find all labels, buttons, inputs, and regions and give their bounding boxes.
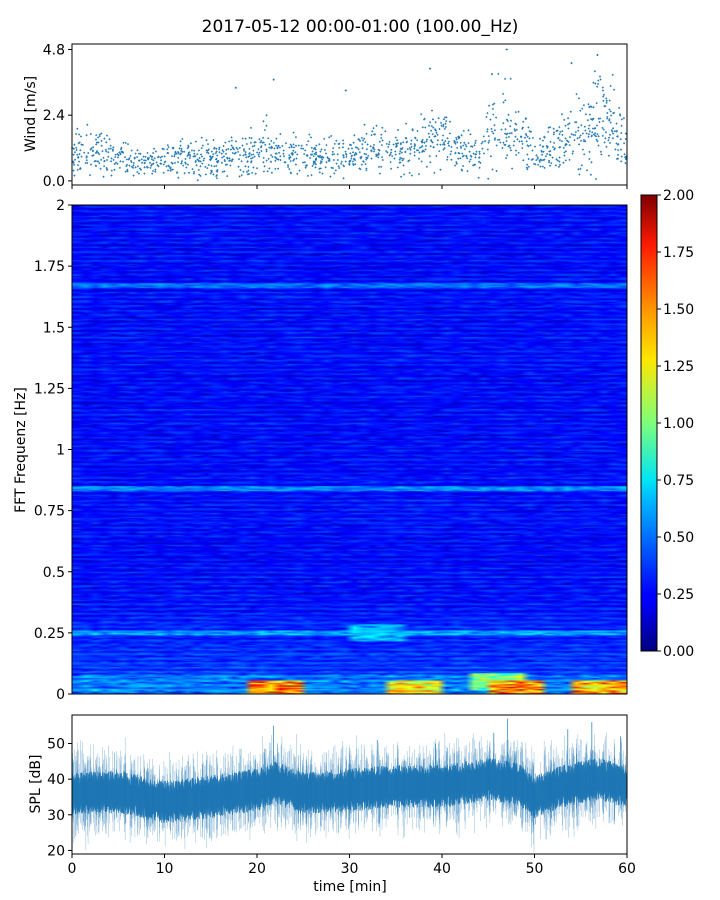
- spectrogram-ylabel: FFT Frequenz [Hz]: [13, 387, 29, 513]
- wind-panel: 0.0 2.4 4.8 Wind [m/s]: [23, 42, 628, 190]
- spl-ytick-label: 20: [47, 843, 65, 859]
- wind-ytick-label: 0.0: [43, 174, 65, 190]
- colorbar-tick-label: 1.00: [663, 416, 694, 432]
- wind-peak-point: [272, 78, 275, 81]
- colorbar-gradient: [640, 194, 658, 652]
- wind-y-ticks: 0.0 2.4 4.8: [43, 42, 72, 190]
- wind-peak-point: [505, 48, 508, 51]
- spl-xtick-label: 30: [341, 861, 359, 877]
- spectrogram-ytick-label: 2: [56, 198, 65, 214]
- spl-xtick-label: 60: [618, 861, 636, 877]
- colorbar-tick-label: 1.50: [663, 302, 694, 318]
- wind-peak-point: [570, 62, 573, 65]
- wind-points: [71, 70, 628, 182]
- spl-panel: 20 30 40 50 0 10 20 30 40 50 60 SPL [dB] time [mi…: [28, 714, 636, 895]
- spectrogram-ytick-label: 0.25: [34, 626, 65, 642]
- spl-series: [71, 718, 628, 853]
- spl-xtick-label: 50: [526, 861, 544, 877]
- spectrogram-ytick-label: 1: [56, 443, 65, 459]
- spl-xlabel: time [min]: [313, 879, 386, 895]
- spl-xtick-label: 10: [156, 861, 174, 877]
- spectrogram-ytick-label: 0.5: [43, 565, 65, 581]
- wind-scatter-series: [71, 48, 628, 182]
- wind-ytick-label: 2.4: [43, 108, 65, 124]
- spectrogram-y-ticks: 0 0.25 0.5 0.75 1 1.25 1.5 1.75 2: [34, 198, 72, 703]
- spl-xtick-label: 20: [248, 861, 266, 877]
- wind-peak-point: [596, 53, 599, 56]
- spectrogram-ytick-label: 1.75: [34, 259, 65, 275]
- wind-ylabel: Wind [m/s]: [23, 76, 39, 152]
- spl-x-ticks: 0 10 20 30 40 50 60: [68, 854, 636, 877]
- spl-xtick-label: 40: [433, 861, 451, 877]
- colorbar-tick-label: 1.75: [663, 245, 694, 261]
- wind-ytick-label: 4.8: [43, 42, 65, 58]
- spectrogram-ytick-label: 1.5: [43, 320, 65, 336]
- colorbar: 0.00 0.25 0.50 0.75 1.00 1.25 1.50 1.75 2.00: [640, 188, 694, 660]
- colorbar-tick-label: 0.50: [663, 530, 694, 546]
- colorbar-tick-label: 0.25: [663, 587, 694, 603]
- colorbar-tick-label: 0.75: [663, 473, 694, 489]
- wind-peak-point: [428, 67, 431, 70]
- spl-ytick-label: 30: [47, 808, 65, 824]
- spectrogram-ytick-label: 0: [56, 687, 65, 703]
- colorbar-tick-label: 2.00: [663, 188, 694, 204]
- spectrogram-panel: 0 0.25 0.5 0.75 1 1.25 1.5 1.75 2 FFT Frequenz […: [13, 198, 628, 703]
- spectrogram-heatmap: [72, 205, 627, 694]
- figure-title: 2017-05-12 00:00-01:00 (100.00_Hz): [202, 17, 519, 37]
- spectrogram-ytick-label: 0.75: [34, 504, 65, 520]
- colorbar-tick-label: 0.00: [663, 644, 694, 660]
- colorbar-ticks: 0.00 0.25 0.50 0.75 1.00 1.25 1.50 1.75 2.00: [657, 188, 694, 660]
- spl-ylabel: SPL [dB]: [28, 755, 44, 814]
- spl-whiskers: [71, 732, 627, 853]
- wind-x-ticks: [71, 185, 628, 189]
- spl-y-ticks: 20 30 40 50: [47, 737, 72, 859]
- spl-xtick-label: 0: [68, 861, 77, 877]
- spl-ytick-label: 40: [47, 772, 65, 788]
- wind-peak-point: [344, 89, 347, 92]
- colorbar-tick-label: 1.25: [663, 359, 694, 375]
- wind-peak-point: [490, 73, 493, 76]
- spectrogram-ytick-label: 1.25: [34, 381, 65, 397]
- spl-ytick-label: 50: [47, 737, 65, 753]
- wind-peak-point: [234, 86, 237, 89]
